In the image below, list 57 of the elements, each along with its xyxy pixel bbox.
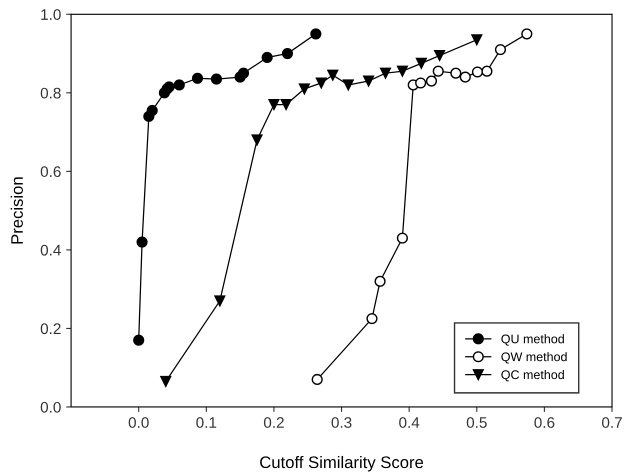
legend-label: QU method [501,334,564,346]
point [136,236,148,248]
x-tick-label: 0.0 [128,417,149,428]
point [133,334,144,346]
point [460,72,471,83]
x-tick-label: 0.6 [534,417,554,428]
point [434,50,446,62]
y-tick-label: 0.6 [40,166,61,178]
point [521,28,532,40]
point [316,77,327,89]
point [415,77,426,89]
legend-label: QC method [501,370,564,382]
point [282,48,294,60]
point [174,79,185,91]
y-axis-title: Precision [10,177,23,244]
point [396,232,408,244]
point [251,134,263,146]
legend-label: QW method [501,352,567,364]
point [363,75,374,87]
x-tick-label: 0.7 [602,417,622,428]
point [481,66,492,77]
y-tick-label: 0.8 [40,88,61,99]
point [238,68,250,79]
x-tick-label: 0.5 [466,417,487,428]
point [380,68,392,79]
point [450,68,462,79]
point [472,66,484,78]
point [432,66,444,77]
y-tick-label: 0.2 [40,323,61,334]
x-tick-label: 0.1 [196,417,216,428]
point [214,295,226,307]
point [471,34,482,46]
point [268,99,280,110]
x-tick-label: 0.3 [332,417,352,428]
point [160,376,172,388]
point [426,75,438,87]
x-axis-title: Cutoff Similarity Score [260,456,424,472]
point [342,79,354,91]
point [416,58,427,69]
point [327,70,338,81]
point [280,99,292,110]
point [262,52,273,64]
point [192,72,204,84]
point [146,104,158,116]
point [374,276,386,287]
point [494,44,506,56]
point [312,374,323,386]
point [210,74,222,85]
point [396,66,408,77]
x-tick-label: 0.2 [264,417,284,428]
y-tick-label: 0.4 [40,244,61,256]
point [298,83,310,94]
point [310,28,322,40]
y-tick-label: 1.0 [41,9,61,20]
y-tick-label: 0.0 [40,402,61,413]
point [366,313,378,324]
x-tick-label: 0.4 [399,417,420,428]
